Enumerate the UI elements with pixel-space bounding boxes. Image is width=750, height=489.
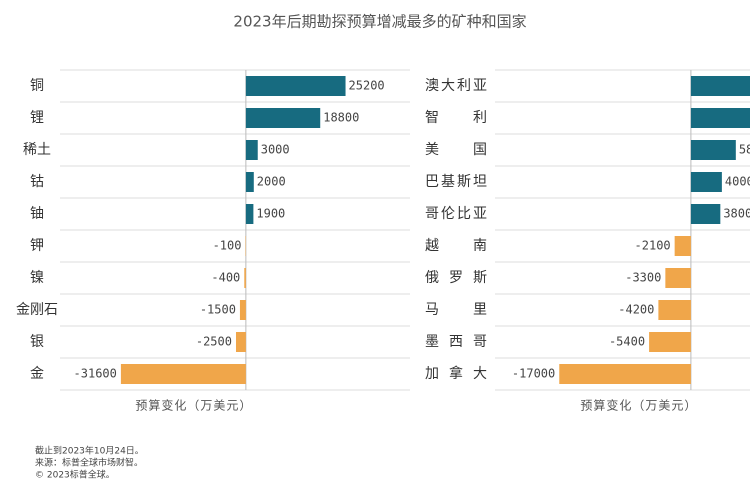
bar [245, 204, 254, 224]
category-label: 哥伦比亚 [425, 206, 487, 222]
category-label: 加拿大 [425, 365, 487, 382]
value-label: 1900 [256, 207, 285, 221]
value-label: 3800 [723, 207, 750, 221]
note: © 2023标普全球。 [35, 469, 115, 481]
category-label: 巴基斯坦 [425, 173, 487, 190]
category-label: 钾 [30, 238, 44, 254]
bar [245, 172, 254, 192]
category-label: 铀 [30, 206, 44, 222]
bar [245, 140, 258, 160]
value-label: 25200 [349, 79, 385, 93]
category-label: 镍 [30, 270, 44, 286]
bar [690, 140, 736, 160]
value-label: -4200 [618, 303, 654, 317]
bar [658, 300, 691, 320]
axis-label: 预算变化（万美元） [135, 398, 252, 413]
note: 来源：标普全球市场财智。 [35, 457, 143, 469]
axis-label: 预算变化（万美元） [580, 398, 697, 413]
bar [649, 332, 691, 352]
category-label: 智利 [425, 110, 487, 126]
value-label: 3000 [261, 143, 290, 157]
category-label: 越南 [425, 238, 487, 254]
value-label: -17000 [512, 367, 555, 381]
value-label: 18800 [323, 111, 359, 125]
bar [235, 332, 246, 352]
category-label: 澳大利亚 [425, 78, 487, 94]
value-label: -5400 [609, 335, 645, 349]
chart-title: 2023年后期勘探预算增减最多的矿种和国家 [233, 13, 526, 31]
bar [245, 108, 321, 128]
value-label: -400 [211, 271, 240, 285]
bar [665, 268, 691, 288]
category-label: 锂 [30, 110, 44, 126]
value-label: 5800 [739, 143, 750, 157]
value-label: -2100 [635, 239, 671, 253]
bar [674, 236, 691, 256]
value-label: -2500 [196, 335, 232, 349]
category-label: 银 [30, 334, 44, 350]
category-label: 金 [30, 366, 44, 382]
bar [559, 364, 691, 384]
note: 截止到2023年10月24日。 [35, 445, 144, 457]
category-label: 俄罗斯 [425, 270, 487, 286]
bar [690, 204, 721, 224]
bar [120, 364, 246, 384]
bar [245, 76, 346, 96]
category-label: 墨西哥 [425, 334, 487, 350]
value-label: -31600 [74, 367, 117, 381]
value-label: 4000 [725, 175, 750, 189]
category-label: 稀土 [23, 142, 51, 158]
value-label: -1500 [200, 303, 236, 317]
bar [690, 172, 722, 192]
category-label: 铜 [30, 78, 44, 94]
value-label: -3300 [625, 271, 661, 285]
category-label: 美国 [425, 142, 487, 158]
value-label: 2000 [257, 175, 286, 189]
bar [244, 268, 246, 288]
bar [690, 76, 750, 96]
category-label: 金刚石 [16, 302, 58, 318]
bar [239, 300, 246, 320]
category-label: 钴 [30, 174, 44, 190]
category-label: 马里 [425, 302, 487, 318]
bar [690, 108, 750, 128]
value-label: -100 [213, 239, 242, 253]
